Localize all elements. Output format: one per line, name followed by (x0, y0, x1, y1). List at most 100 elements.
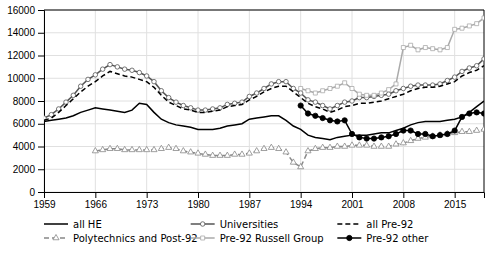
tick-label: 2015 (444, 199, 467, 210)
point (334, 143, 340, 148)
legend-marker (200, 222, 205, 227)
point (217, 152, 223, 157)
series (298, 103, 484, 141)
point (321, 89, 325, 93)
point (306, 98, 311, 103)
point (114, 145, 120, 150)
tick: 2008 (393, 192, 416, 210)
tick-label: 1994 (290, 199, 313, 210)
legend-item: Polytechnics and Post-92 (44, 233, 198, 244)
point (136, 146, 142, 151)
tick-mark (301, 192, 302, 198)
point (393, 141, 399, 146)
point (129, 146, 135, 151)
tick: 1959 (33, 192, 56, 210)
tick-mark (38, 169, 44, 170)
point (342, 100, 347, 105)
point (328, 107, 333, 112)
point (474, 127, 480, 132)
series (299, 16, 484, 97)
point (202, 151, 208, 156)
point (444, 130, 450, 135)
point (320, 144, 326, 149)
point (350, 86, 354, 90)
tick: 8000 (13, 96, 44, 107)
point (144, 146, 150, 151)
point (401, 86, 406, 91)
series (44, 66, 484, 121)
point (195, 150, 201, 155)
tick-mark (38, 78, 44, 79)
legend-marker (201, 236, 205, 240)
legend-item: Universities (191, 219, 279, 230)
point (166, 144, 172, 149)
legend-label: Pre-92 Russell Group (220, 233, 324, 244)
point (173, 145, 179, 150)
tick-label: 0 (29, 187, 35, 198)
point (159, 89, 164, 94)
grid-line (198, 10, 199, 192)
point (305, 111, 310, 116)
point (188, 106, 193, 111)
tick-label: 1959 (33, 199, 56, 210)
point (467, 66, 472, 71)
tick-label: 6000 (13, 118, 36, 129)
tick-mark (38, 101, 44, 102)
point (320, 115, 325, 120)
point (328, 86, 332, 90)
point (452, 75, 457, 80)
legend-swatch (337, 223, 361, 225)
point (475, 22, 479, 26)
grid-line (249, 10, 250, 192)
point (349, 131, 354, 136)
point (349, 142, 355, 147)
grid-line (44, 10, 484, 11)
tick: 2000 (13, 164, 44, 175)
point (378, 143, 384, 148)
point (298, 91, 303, 96)
tick: 14000 (7, 27, 44, 38)
tick-mark (38, 56, 44, 57)
y-axis: 0200040006000800010000120001400016000 (7, 5, 44, 198)
point (459, 128, 465, 133)
point (438, 48, 442, 52)
point (409, 43, 413, 47)
point (151, 146, 157, 151)
point (467, 24, 471, 28)
point (320, 103, 325, 108)
tick: 6000 (13, 118, 44, 129)
point (247, 94, 252, 99)
grid-line (44, 55, 484, 56)
grid (44, 10, 484, 192)
legend-label: all Pre-92 (366, 219, 413, 230)
point (276, 145, 282, 150)
point (188, 149, 194, 154)
tick-mark (147, 192, 148, 198)
tick-mark (455, 192, 456, 198)
tick-label: 1973 (136, 199, 159, 210)
point (254, 91, 259, 96)
point (416, 48, 420, 52)
point (335, 119, 340, 124)
tick-label: 1966 (85, 199, 108, 210)
point (467, 111, 472, 116)
point (365, 93, 369, 97)
point (481, 126, 484, 131)
point (400, 140, 406, 145)
legend: all HEUniversitiesall Pre-92Polytechnics… (44, 219, 429, 244)
point (408, 84, 413, 89)
legend-label: Universities (220, 219, 279, 230)
tick-mark (198, 192, 199, 198)
tick: 1987 (239, 192, 262, 210)
point (312, 145, 318, 150)
point (180, 148, 186, 153)
series (92, 126, 484, 169)
point (437, 132, 443, 137)
point (115, 65, 120, 70)
point (174, 100, 179, 105)
grid-line (44, 78, 484, 79)
tick-label: 1980 (187, 199, 210, 210)
grid-line (95, 10, 96, 192)
point (415, 131, 420, 136)
legend-item: Pre-92 other (337, 233, 429, 244)
